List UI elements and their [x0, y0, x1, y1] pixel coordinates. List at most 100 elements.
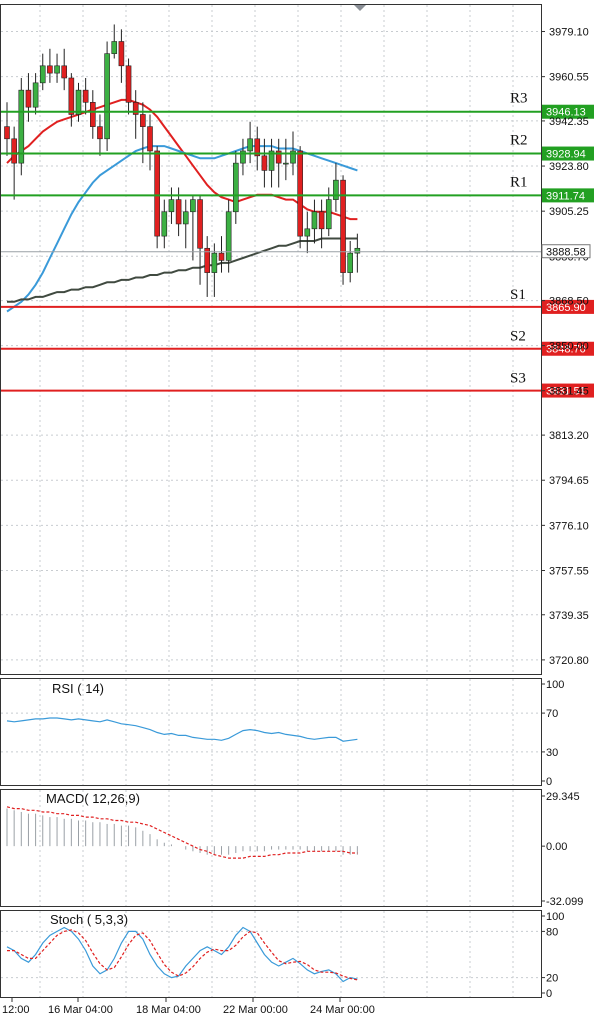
level-name: S3 [510, 371, 526, 387]
level-value-box [542, 383, 594, 398]
candle-bearish [254, 138, 261, 157]
candle-bearish [90, 102, 96, 127]
stoch-tick-label: 100 [546, 911, 564, 923]
candle-bearish [218, 252, 225, 261]
level-value: 3865.90 [546, 302, 586, 314]
candle-bullish [247, 138, 253, 152]
candle-bullish [182, 211, 189, 225]
price-tick-label: 3720.80 [549, 655, 589, 667]
candle-bullish [233, 162, 239, 213]
candle-bearish [275, 150, 282, 164]
price-tick-label: 3739.35 [549, 610, 589, 622]
moving-average-line [7, 237, 358, 303]
candle-bearish [47, 65, 53, 74]
candle-bearish [154, 150, 160, 237]
stoch-title: Stoch ( 5,3,3) [50, 912, 128, 927]
price-tick-label: 3960.55 [549, 72, 589, 84]
price-tick-label: 3831.45 [549, 386, 589, 398]
candle-bullish [268, 150, 275, 171]
stochastic-indicator: 100 80 20 0 [1, 911, 564, 1000]
candle-bearish [68, 77, 75, 115]
price-tick-label: 3923.80 [549, 161, 589, 173]
stoch-tick-label: 20 [546, 973, 558, 985]
candle-bullish [111, 41, 118, 54]
level-value: 3831.51 [546, 386, 586, 398]
level-value: 3928.94 [546, 149, 586, 161]
current-price-box [541, 244, 591, 259]
candle-bearish [204, 247, 210, 273]
price-axis: 3979.103960.553942.353923.803905.253886.… [541, 27, 589, 667]
level-value-box [542, 299, 594, 314]
level-value: 3911.74 [546, 190, 585, 202]
candle-bearish [125, 65, 132, 103]
candle-bullish [18, 89, 25, 164]
candle-bullish [32, 82, 39, 108]
candle-bullish [39, 65, 46, 84]
price-tick-label: 3979.10 [549, 27, 589, 39]
candle-bearish [175, 199, 182, 225]
candle-bullish [347, 252, 354, 273]
candle-bullish [190, 199, 196, 213]
candle-bearish [318, 211, 325, 230]
rsi-panel [0, 678, 542, 786]
macd-tick-label: 29.345 [546, 791, 580, 803]
candle-bearish [132, 102, 139, 115]
grid-lines [1, 5, 541, 997]
stoch-tick-label: 0 [546, 988, 552, 1000]
candle-bullish [75, 89, 82, 115]
candle-bullish [211, 252, 218, 273]
candle-bearish [340, 179, 346, 273]
current-price-label: 3888.58 [546, 247, 586, 259]
candle-bearish [82, 89, 89, 103]
candle-bullish [240, 150, 246, 164]
candle-bullish [54, 65, 60, 74]
macd-tick-label: 0.00 [546, 841, 567, 853]
candle-bullish [311, 211, 318, 230]
chart-shift-marker [354, 5, 366, 11]
macd-title: MACD( 12,26,9) [46, 791, 140, 806]
time-label: 12:00 [2, 1004, 30, 1016]
price-tick-label: 3757.55 [549, 565, 589, 577]
time-label: 24 Mar 00:00 [310, 1004, 375, 1016]
stoch-main-line [6, 926, 358, 983]
price-panel [0, 4, 542, 675]
support-resistance-levels: R3 3946.13 R2 3928.94 R1 3911.74 S1 3865.90 S2 38… [1, 91, 594, 398]
candle-bearish [25, 89, 32, 108]
level-value-box [542, 146, 594, 161]
time-label: 18 Mar 04:00 [136, 1004, 201, 1016]
level-name: R1 [510, 174, 528, 190]
candle-bearish [97, 126, 103, 140]
macd-signal-line [6, 806, 358, 859]
level-value-box [542, 104, 594, 119]
level-value-box [542, 341, 594, 356]
price-tick-label: 3794.65 [549, 475, 589, 487]
price-tick-label: 3776.10 [549, 520, 589, 532]
rsi-tick-label: 70 [546, 708, 558, 720]
level-value-box [542, 188, 594, 203]
price-tick-label: 3813.20 [549, 430, 589, 442]
candle-bearish [11, 138, 17, 164]
stoch-panel [0, 910, 542, 998]
candle-bullish [354, 247, 361, 254]
candlesticks [4, 24, 361, 297]
candle-bearish [197, 199, 203, 249]
time-label: 16 Mar 04:00 [48, 1004, 113, 1016]
level-name: S2 [510, 329, 526, 345]
macd-indicator: 29.345 0.00 -32.099 [6, 791, 583, 908]
candle-bearish [61, 65, 68, 79]
rsi-tick-label: 0 [546, 776, 552, 788]
macd-tick-label: -32.099 [546, 896, 583, 908]
candle-bearish [261, 155, 268, 171]
level-name: R3 [510, 91, 528, 107]
stoch-signal-line [7, 929, 358, 981]
candle-bearish [147, 126, 153, 152]
candle-bullish [304, 228, 311, 237]
macd-panel [0, 789, 542, 907]
price-tick-label: 3850.00 [549, 341, 589, 353]
time-axis: 12:00 16 Mar 04:00 18 Mar 04:00 22 Mar 00:0… [2, 997, 375, 1016]
rsi-tick-label: 30 [546, 747, 558, 759]
candle-bullish [161, 211, 168, 237]
price-tick-label: 3868.50 [549, 296, 589, 308]
candle-bullish [283, 162, 289, 165]
